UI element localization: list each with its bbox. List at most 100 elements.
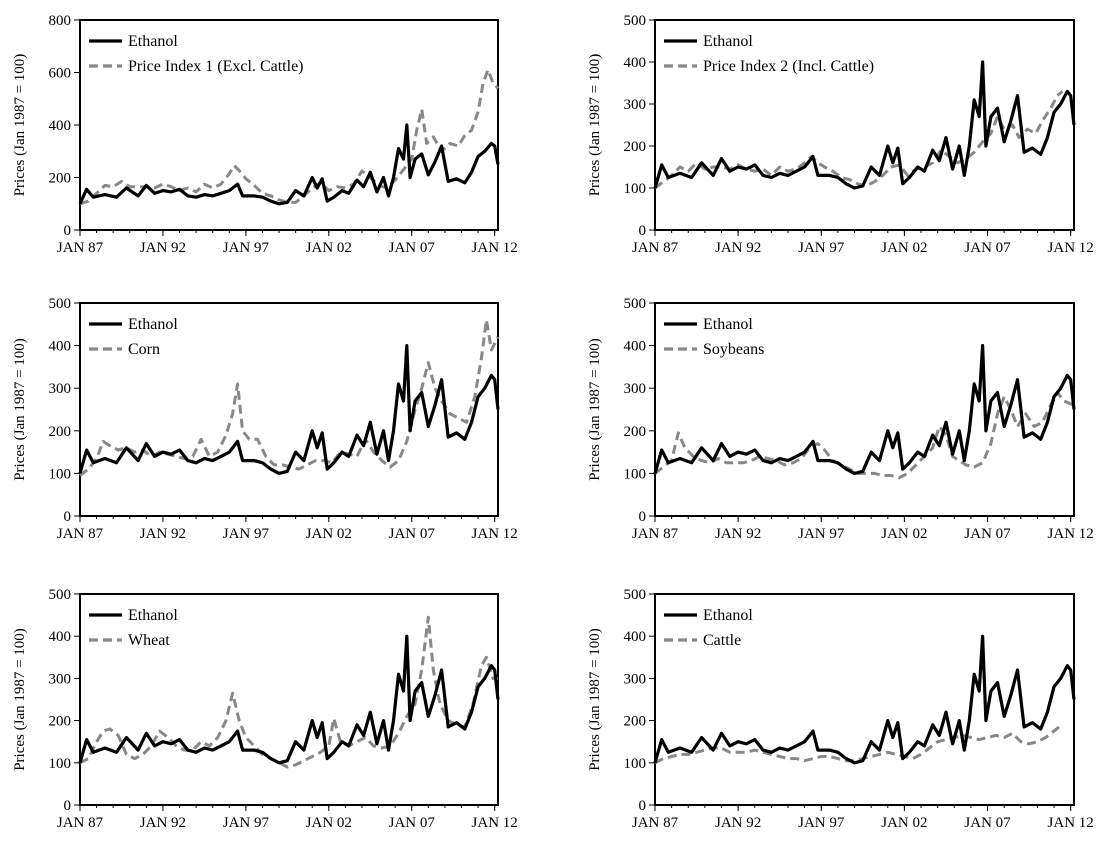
x-tick-label: JAN 92 [140, 240, 186, 256]
y-axis-label: Prices (Jan 1987 = 100) [587, 338, 603, 481]
x-tick-label: JAN 97 [798, 526, 845, 542]
legend-label: Ethanol [128, 33, 178, 50]
y-tick-label: 100 [624, 466, 647, 482]
chart-panel-4: 0 100 200 300 400 500 JAN 87 JAN 92 JAN 97 JAN 02… [587, 296, 1094, 542]
y-tick-label: 500 [624, 587, 647, 603]
x-tick-label: JAN 92 [140, 526, 186, 542]
x-tick-label: JAN 97 [223, 815, 270, 831]
y-axis-label: Prices (Jan 1987 = 100) [12, 628, 28, 771]
series-line-price-index-1-excl-cattle [79, 68, 500, 206]
x-tick-label: JAN 87 [632, 815, 679, 831]
y-tick-label: 100 [49, 466, 72, 482]
y-tick-label: 400 [49, 629, 72, 645]
x-tick-label: JAN 87 [57, 240, 104, 256]
x-tick-label: JAN 97 [223, 526, 270, 542]
y-tick-label: 400 [624, 339, 647, 355]
y-axis-label: Prices (Jan 1987 = 100) [12, 338, 28, 481]
y-tick-label: 100 [624, 756, 647, 772]
x-tick-label: JAN 92 [140, 815, 186, 831]
y-tick-label: 400 [49, 339, 72, 355]
legend-label: Cattle [703, 632, 741, 649]
legend-label: Corn [128, 341, 160, 358]
legend-label: Price Index 1 (Excl. Cattle) [128, 58, 304, 75]
legend-label: Wheat [128, 632, 170, 649]
series-line-ethanol [653, 634, 1076, 765]
x-tick-label: JAN 92 [715, 526, 761, 542]
y-tick-label: 100 [624, 181, 647, 197]
series-line-wheat [79, 615, 498, 769]
y-tick-label: 0 [64, 798, 72, 814]
y-tick-label: 500 [49, 587, 72, 603]
x-tick-label: JAN 87 [57, 815, 104, 831]
x-tick-label: JAN 02 [881, 240, 927, 256]
y-tick-label: 300 [624, 671, 647, 687]
legend-label: Price Index 2 (Incl. Cattle) [703, 58, 874, 75]
y-tick-label: 800 [49, 13, 72, 29]
y-tick-label: 600 [49, 66, 72, 82]
chart-panel-3: 0 100 200 300 400 500 JAN 87 JAN 92 JAN 97 JAN 02… [12, 296, 518, 542]
x-tick-label: JAN 07 [389, 815, 436, 831]
y-tick-label: 0 [639, 223, 647, 239]
y-tick-label: 500 [624, 296, 647, 312]
series-line-ethanol [653, 60, 1076, 190]
x-tick-label: JAN 12 [472, 240, 518, 256]
x-tick-label: JAN 07 [964, 815, 1011, 831]
y-tick-label: 500 [49, 296, 72, 312]
x-tick-label: JAN 87 [632, 240, 679, 256]
y-axis-label: Prices (Jan 1987 = 100) [587, 628, 603, 771]
x-tick-label: JAN 02 [881, 526, 927, 542]
chart-panel-2: 0 100 200 300 400 500 JAN 87 JAN 92 JAN 97 JAN 02… [587, 13, 1094, 256]
y-tick-label: 200 [49, 171, 72, 187]
y-tick-label: 400 [49, 118, 72, 134]
y-tick-label: 500 [624, 13, 647, 29]
legend-label: Ethanol [128, 607, 178, 624]
x-tick-label: JAN 12 [1048, 526, 1094, 542]
legend-label: Ethanol [703, 33, 753, 50]
chart-panel-1: 0 200 400 600 800 JAN 87 JAN 92 JAN 97 JAN 02 JAN… [12, 13, 518, 256]
series-line-ethanol [78, 634, 500, 765]
legend-label: Ethanol [703, 607, 753, 624]
y-tick-label: 0 [639, 798, 647, 814]
y-tick-label: 300 [49, 671, 72, 687]
legend-label: Ethanol [128, 316, 178, 333]
y-axis-label: Prices (Jan 1987 = 100) [587, 54, 603, 197]
y-tick-label: 400 [624, 55, 647, 71]
y-tick-label: 200 [49, 714, 72, 730]
series-line-price-index-2-incl-cattle [654, 90, 1064, 190]
y-tick-label: 400 [624, 629, 647, 645]
x-tick-label: JAN 12 [1048, 815, 1094, 831]
y-tick-label: 100 [49, 756, 72, 772]
y-tick-label: 300 [624, 381, 647, 397]
x-tick-label: JAN 02 [881, 815, 927, 831]
x-tick-label: JAN 02 [306, 526, 352, 542]
x-tick-label: JAN 97 [798, 815, 845, 831]
legend-label: Ethanol [703, 316, 753, 333]
x-tick-label: JAN 87 [57, 526, 104, 542]
chart-panel-5: 0 100 200 300 400 500 JAN 87 JAN 92 JAN 97 JAN 02… [12, 587, 518, 831]
y-tick-label: 200 [49, 424, 72, 440]
x-tick-label: JAN 87 [632, 526, 679, 542]
series-line-ethanol [653, 344, 1076, 475]
x-tick-label: JAN 07 [964, 526, 1011, 542]
x-tick-label: JAN 02 [306, 240, 352, 256]
y-tick-label: 0 [639, 509, 647, 525]
chart-panel-6: 0 100 200 300 400 500 JAN 87 JAN 92 JAN 97 JAN 02… [587, 587, 1094, 831]
x-tick-label: JAN 12 [472, 526, 518, 542]
x-tick-label: JAN 97 [798, 240, 845, 256]
y-axis-label: Prices (Jan 1987 = 100) [12, 54, 28, 197]
y-tick-label: 200 [624, 139, 647, 155]
x-tick-label: JAN 07 [964, 240, 1011, 256]
x-tick-label: JAN 92 [715, 240, 761, 256]
series-line-soybeans [654, 391, 1075, 480]
plot-frame [654, 302, 1075, 517]
y-tick-label: 0 [64, 509, 72, 525]
series-line-cattle [654, 725, 1060, 765]
x-tick-label: JAN 12 [472, 815, 518, 831]
x-tick-label: JAN 07 [389, 526, 436, 542]
series-line-ethanol [78, 123, 500, 206]
legend-label: Soybeans [703, 341, 764, 358]
y-tick-label: 0 [64, 223, 72, 239]
y-tick-label: 200 [624, 714, 647, 730]
